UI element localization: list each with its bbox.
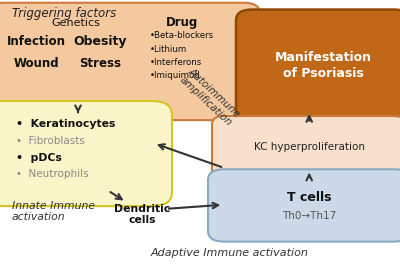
Text: T cells: T cells (287, 191, 332, 204)
Text: Dendritic
cells: Dendritic cells (114, 203, 170, 225)
Text: Innate Immune
activation: Innate Immune activation (12, 201, 95, 222)
FancyBboxPatch shape (236, 10, 400, 121)
Text: Triggering factors: Triggering factors (12, 7, 116, 20)
Text: Autoimmune
amplification: Autoimmune amplification (178, 67, 242, 128)
Text: Genetics: Genetics (52, 18, 100, 28)
Text: Obesity: Obesity (73, 35, 127, 48)
Text: KC hyperproliferation: KC hyperproliferation (254, 142, 365, 152)
FancyBboxPatch shape (208, 169, 400, 242)
Text: Th0→Th17: Th0→Th17 (282, 211, 336, 221)
Text: Adaptive Immune activation: Adaptive Immune activation (151, 248, 309, 259)
Text: •  Fibroblasts: • Fibroblasts (16, 136, 85, 147)
FancyBboxPatch shape (0, 3, 260, 120)
FancyBboxPatch shape (212, 116, 400, 177)
Text: Infection: Infection (6, 35, 66, 48)
Text: •  pDCs: • pDCs (16, 153, 62, 163)
Text: Manifestation
of Psoriasis: Manifestation of Psoriasis (275, 51, 372, 80)
Text: •  Neutrophils: • Neutrophils (16, 169, 89, 179)
Text: Drug: Drug (166, 16, 198, 29)
Text: Wound: Wound (13, 57, 59, 70)
Text: •  Keratinocytes: • Keratinocytes (16, 119, 115, 129)
FancyBboxPatch shape (0, 101, 172, 206)
Text: •Beta-blockers
•Lithium
•Interferons
•Imiquimod: •Beta-blockers •Lithium •Interferons •Im… (150, 31, 214, 80)
Text: Stress: Stress (79, 57, 121, 70)
